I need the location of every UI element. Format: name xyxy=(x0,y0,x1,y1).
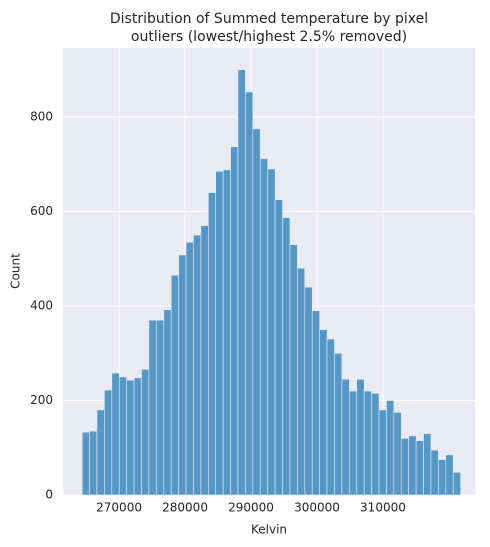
y-tick-label: 400 xyxy=(30,298,53,312)
y-tick-label: 800 xyxy=(30,109,53,123)
bar xyxy=(237,69,246,496)
bar xyxy=(208,192,217,496)
bar xyxy=(349,390,358,496)
bar xyxy=(185,241,194,496)
bar xyxy=(304,286,313,496)
y-tick-label: 200 xyxy=(30,393,53,407)
bar xyxy=(415,440,424,496)
bar xyxy=(230,146,239,496)
bar xyxy=(363,390,372,496)
bar xyxy=(141,369,150,496)
y-axis-label: Count xyxy=(9,253,23,289)
bar xyxy=(96,409,105,496)
bar xyxy=(89,430,98,496)
bar xyxy=(386,400,395,496)
x-tick-label: 310000 xyxy=(360,501,406,515)
bar xyxy=(400,437,409,496)
x-tick-label: 300000 xyxy=(294,501,340,515)
bar xyxy=(215,171,224,496)
bar xyxy=(289,244,298,496)
bar xyxy=(245,91,254,496)
chart-title: outliers (lowest/highest 2.5% removed) xyxy=(131,29,407,45)
bar xyxy=(423,433,432,496)
bar xyxy=(274,199,283,496)
bar xyxy=(445,454,454,496)
bar xyxy=(259,158,268,496)
y-tick-label: 0 xyxy=(45,488,53,502)
bar xyxy=(341,378,350,496)
bar xyxy=(148,319,157,496)
bar xyxy=(438,459,447,496)
x-tick-label: 290000 xyxy=(228,501,274,515)
bar xyxy=(311,310,320,496)
bar xyxy=(371,393,380,496)
bar xyxy=(452,472,461,496)
bar xyxy=(326,338,335,496)
bar xyxy=(267,168,276,496)
x-tick-label: 280000 xyxy=(162,501,208,515)
chart-title: Distribution of Summed temperature by pi… xyxy=(110,11,428,27)
bar xyxy=(193,234,202,496)
bar xyxy=(408,435,417,496)
bar xyxy=(297,267,306,496)
bar xyxy=(319,329,328,496)
bar xyxy=(133,377,142,496)
bar xyxy=(126,379,135,496)
bar xyxy=(393,412,402,496)
bar xyxy=(378,409,387,496)
bar xyxy=(356,378,365,496)
bar xyxy=(178,254,187,496)
bar xyxy=(222,169,231,496)
bar xyxy=(156,319,165,496)
bar xyxy=(104,389,113,496)
bar xyxy=(252,128,261,496)
bar xyxy=(111,372,120,496)
x-axis-label: Kelvin xyxy=(251,523,287,537)
x-tick-label: 270000 xyxy=(96,501,142,515)
y-tick-label: 600 xyxy=(30,204,53,218)
bar xyxy=(334,352,343,496)
bar xyxy=(430,449,439,496)
bar xyxy=(81,431,90,496)
bar xyxy=(163,309,172,496)
bar xyxy=(200,225,209,496)
bar xyxy=(170,274,179,496)
bar xyxy=(118,376,127,496)
bar xyxy=(282,217,291,496)
